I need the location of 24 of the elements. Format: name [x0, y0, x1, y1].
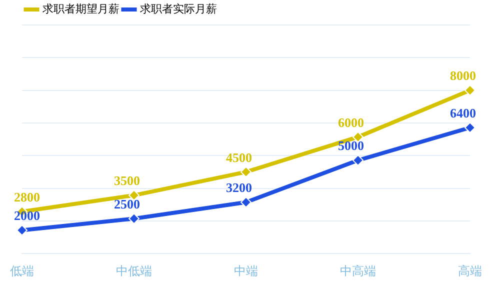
point	[352, 154, 364, 166]
point	[464, 122, 476, 134]
x-tick-label: 低端	[10, 264, 34, 278]
legend-label: 求职者期望月薪	[42, 2, 120, 16]
data-label: 4500	[226, 150, 252, 165]
point	[128, 213, 140, 224]
data-label: 6400	[450, 105, 476, 120]
point	[240, 166, 252, 178]
data-label: 6000	[338, 114, 364, 130]
data-label: 3500	[114, 173, 140, 188]
data-label: 5000	[338, 138, 364, 154]
x-tick-label: 中端	[234, 264, 258, 278]
data-label: 8000	[450, 68, 476, 84]
point	[16, 224, 28, 236]
point	[240, 196, 252, 208]
data-label: 3200	[226, 180, 252, 196]
x-tick-label: 高端	[458, 264, 482, 278]
legend-label: 求职者实际月薪	[140, 2, 217, 16]
x-tick-label: 中低端	[116, 264, 152, 278]
data-label: 2800	[14, 189, 40, 204]
data-label: 2500	[114, 196, 140, 212]
point	[464, 84, 476, 96]
data-label: 2000	[14, 208, 40, 224]
x-tick-label: 中高端	[340, 264, 376, 278]
